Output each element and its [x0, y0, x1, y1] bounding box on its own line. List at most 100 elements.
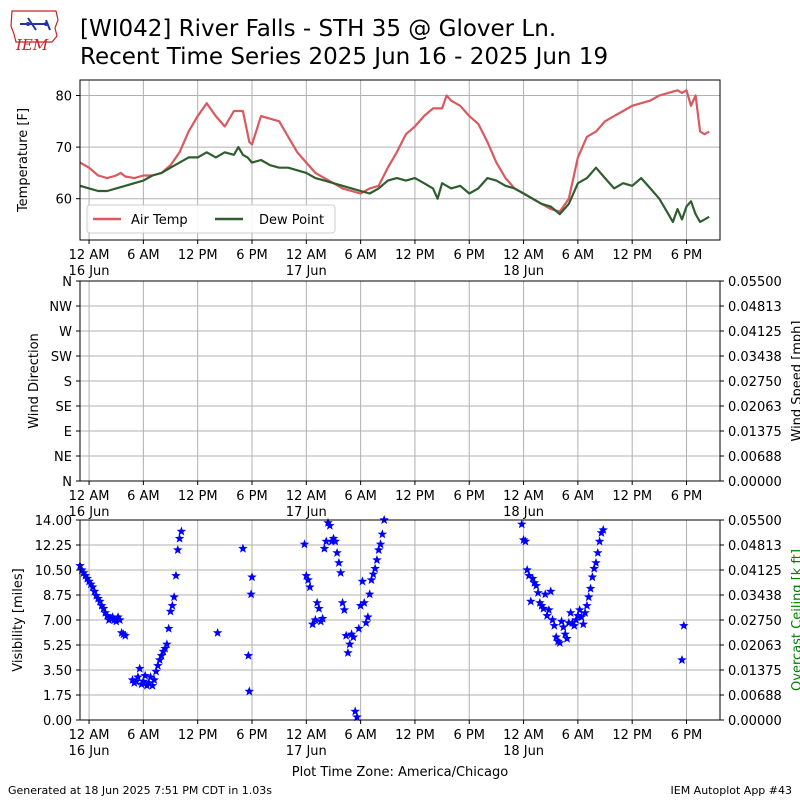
visibility-point: [97, 600, 107, 610]
visibility-point: [357, 576, 368, 586]
y-tick-label: W: [59, 325, 72, 340]
grid-lines: [80, 281, 720, 481]
visibility-point: [317, 613, 328, 623]
visibility-point: [375, 539, 386, 549]
y-tick-label: 7.00: [43, 614, 72, 629]
visibility-point: [305, 582, 315, 592]
x-tick-label: 6 PM: [671, 489, 702, 504]
visibility-point: [341, 630, 351, 640]
visibility-point: [144, 677, 154, 687]
y2-tick-label: 0.04125: [728, 564, 782, 579]
visibility-point: [86, 579, 96, 589]
x-tick-label: 6 AM: [344, 248, 377, 263]
visibility-point: [107, 612, 118, 622]
visibility-point: [527, 573, 538, 583]
x-tick-label: 6 AM: [127, 489, 160, 504]
x-tick-label: 12 AM: [69, 489, 110, 504]
visibility-point: [173, 545, 183, 554]
visibility-point: [372, 555, 382, 564]
y-tick-label: 14.00: [35, 514, 72, 529]
visibility-point: [319, 543, 330, 553]
y2-tick-label: 0.00000: [728, 475, 782, 490]
visibility-point: [593, 547, 603, 557]
y2-tick-label: 0.02063: [728, 639, 782, 654]
visibility-point: [151, 666, 161, 676]
app-label: IEM Autoplot App #43: [670, 784, 793, 797]
visibility-point: [321, 536, 331, 546]
visibility-point: [547, 615, 558, 624]
visibility-point: [536, 600, 547, 610]
visibility-series: [75, 515, 689, 722]
visibility-point: [582, 600, 592, 610]
visibility-point: [343, 647, 353, 657]
y2-tick-label: 0.03438: [728, 350, 782, 365]
visibility-point: [299, 539, 310, 549]
y2-tick-label: 0.04813: [728, 539, 782, 554]
visibility-point: [131, 676, 141, 686]
x-tick-label: 6 AM: [127, 728, 160, 743]
visibility-point: [350, 706, 360, 716]
y-tick-label: NW: [49, 300, 72, 315]
visibility-point: [524, 570, 534, 580]
y-tick-label: 10.50: [35, 564, 72, 579]
visibility-point: [91, 590, 101, 600]
visibility-point: [517, 519, 527, 529]
visibility-point: [95, 596, 105, 606]
x-tick-label: 12 AM: [503, 489, 544, 504]
logo-text: IEM: [15, 36, 49, 52]
x-tick-label: 6 AM: [562, 728, 595, 743]
visibility-point: [100, 607, 111, 617]
y2-tick-label: 0.02750: [728, 375, 782, 390]
x-tick-label: 12 PM: [395, 489, 435, 504]
visibility-point: [348, 632, 359, 642]
x-tick-label: 12 PM: [178, 248, 218, 263]
y2-tick-label: 0.04813: [728, 300, 782, 315]
visibility-point: [312, 597, 322, 607]
visibility-point: [156, 650, 167, 660]
y2-tick-label: 0.03438: [728, 589, 782, 604]
x-tick-label: 6 PM: [454, 489, 485, 504]
visibility-point: [354, 623, 364, 633]
x-date-label: 17 Jun: [286, 264, 327, 279]
temperature-panel: 12 AM 6 AM 12 PM 6 PM 12 AM 6 AM 12 PM 6 PM 12 A…: [16, 79, 721, 279]
x-tick-label: 6 PM: [236, 248, 267, 263]
chart-title-line-1: [WI042] River Falls - STH 35 @ Glover Ln…: [80, 16, 557, 42]
visibility-point: [361, 617, 371, 627]
visibility-point: [677, 655, 687, 664]
visibility-point: [578, 619, 589, 629]
plot-frame: [79, 79, 721, 241]
y-tick-label: SE: [56, 400, 72, 415]
visibility-point: [587, 572, 598, 582]
visibility-point: [171, 570, 181, 580]
visibility-point: [113, 612, 123, 622]
visibility-point: [518, 535, 529, 544]
x-tick-label: 6 AM: [344, 489, 377, 504]
visibility-point: [138, 676, 149, 686]
visibility-point: [244, 686, 254, 696]
x-tick-label: 6 PM: [454, 248, 485, 263]
visibility-point: [585, 583, 596, 593]
visibility-point: [328, 533, 339, 543]
x-tick-label: 6 AM: [127, 248, 160, 263]
visibility-point: [149, 675, 159, 684]
series-line-dew-point: [79, 146, 710, 223]
visibility-point: [580, 607, 590, 617]
y-tick-label: 1.75: [43, 689, 72, 704]
x-tick-label: 12 AM: [69, 248, 110, 263]
visibility-point: [176, 526, 187, 536]
visibility-point: [558, 622, 569, 632]
visibility-point: [374, 545, 384, 554]
visibility-point: [314, 603, 324, 613]
visibility-point: [145, 672, 156, 682]
y-tick-label: 8.75: [43, 589, 72, 604]
y-tick-label: SW: [51, 350, 72, 365]
visibility-point: [140, 670, 150, 680]
visibility-point: [116, 627, 127, 637]
x-date-label: 18 Jun: [503, 744, 544, 759]
visibility-point: [118, 629, 129, 639]
visibility-point: [339, 605, 350, 614]
visibility-point: [584, 592, 594, 602]
visibility-point: [82, 573, 92, 583]
x-date-label: 16 Jun: [69, 264, 110, 279]
x-tick-label: 12 PM: [178, 489, 218, 504]
